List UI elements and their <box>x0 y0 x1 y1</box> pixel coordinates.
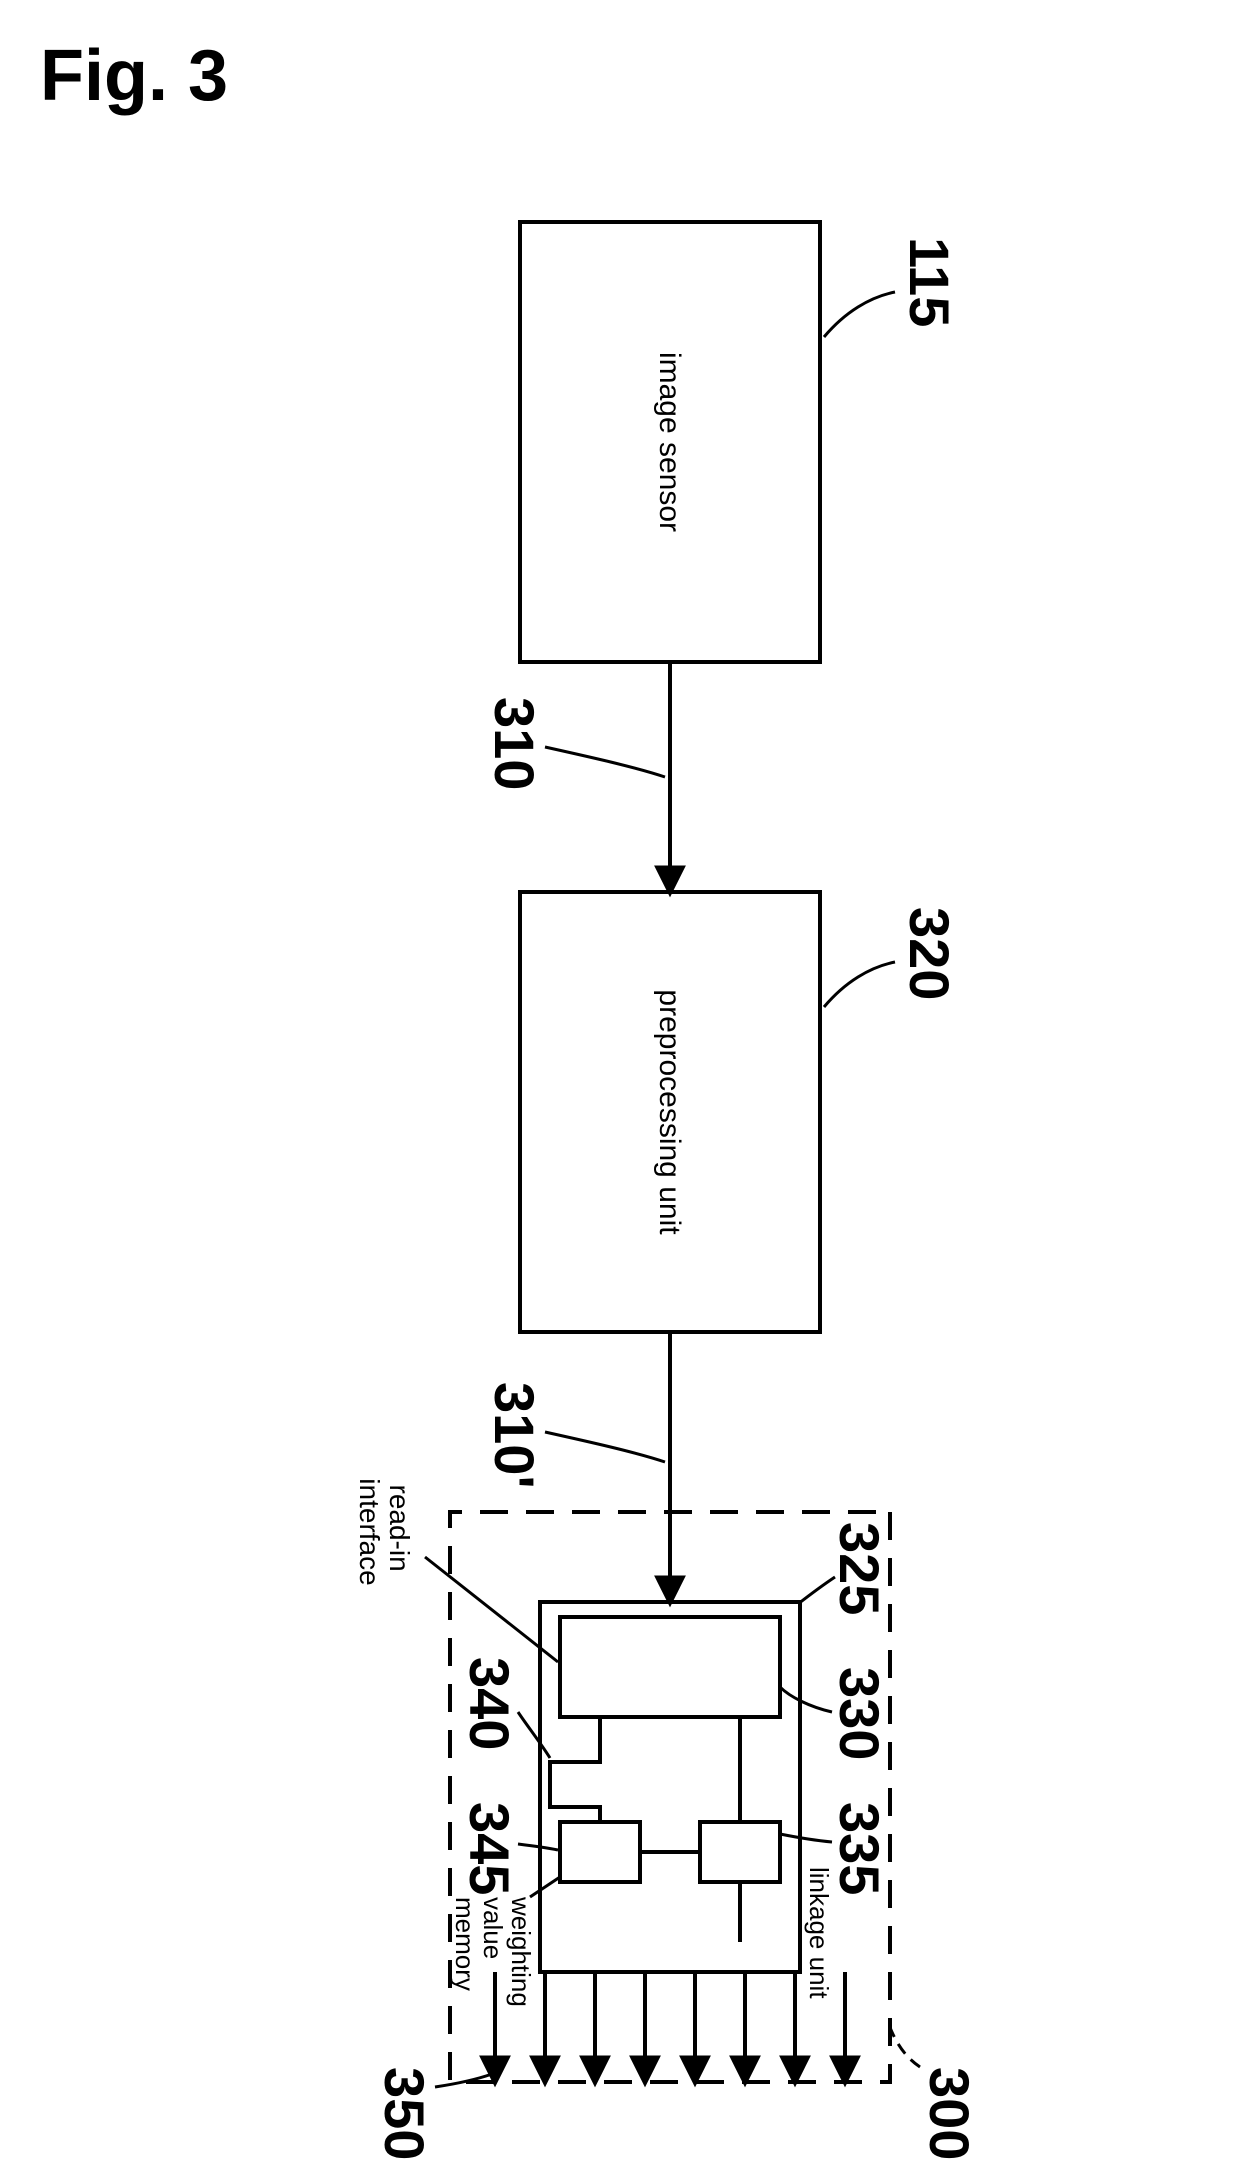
block-read-in-interface <box>560 1617 780 1717</box>
ref-115: 115 <box>898 237 961 327</box>
label-read-in-interface: read-in interface <box>354 1478 415 1585</box>
ref-325: 325 <box>828 1522 891 1615</box>
leader-335 <box>780 1834 832 1842</box>
label-preprocessing-unit: preprocessing unit <box>653 989 686 1235</box>
figure-canvas: Fig. 3 image sensor 115 310 preprocessin… <box>0 0 1240 2182</box>
leader-310p <box>545 1432 665 1462</box>
leader-340 <box>518 1712 550 1758</box>
ref-330: 330 <box>828 1667 891 1760</box>
leader-300 <box>888 2022 920 2067</box>
leader-115 <box>824 292 895 337</box>
ref-350: 350 <box>373 2067 436 2160</box>
ref-335: 335 <box>828 1802 891 1895</box>
label-pointer-weighting <box>530 1877 560 1897</box>
wire-readin-weighting <box>550 1717 600 1822</box>
leader-310 <box>545 747 665 777</box>
ref-345: 345 <box>458 1802 521 1895</box>
block-linkage-unit <box>700 1822 780 1882</box>
label-image-sensor: image sensor <box>653 352 686 532</box>
ref-310: 310 <box>483 697 546 790</box>
output-arrows <box>495 1972 845 2082</box>
block-weighting-memory <box>560 1822 640 1882</box>
leader-330 <box>780 1687 832 1712</box>
ref-310p: 310' <box>483 1382 546 1489</box>
block-ann-module <box>540 1602 800 1972</box>
diagram: image sensor 115 310 preprocessing unit … <box>354 222 981 2160</box>
ref-340: 340 <box>458 1657 521 1750</box>
ref-320: 320 <box>898 907 961 1000</box>
leader-320 <box>824 962 895 1007</box>
ref-300: 300 <box>918 2067 981 2160</box>
figure-title: Fig. 3 <box>40 36 228 116</box>
